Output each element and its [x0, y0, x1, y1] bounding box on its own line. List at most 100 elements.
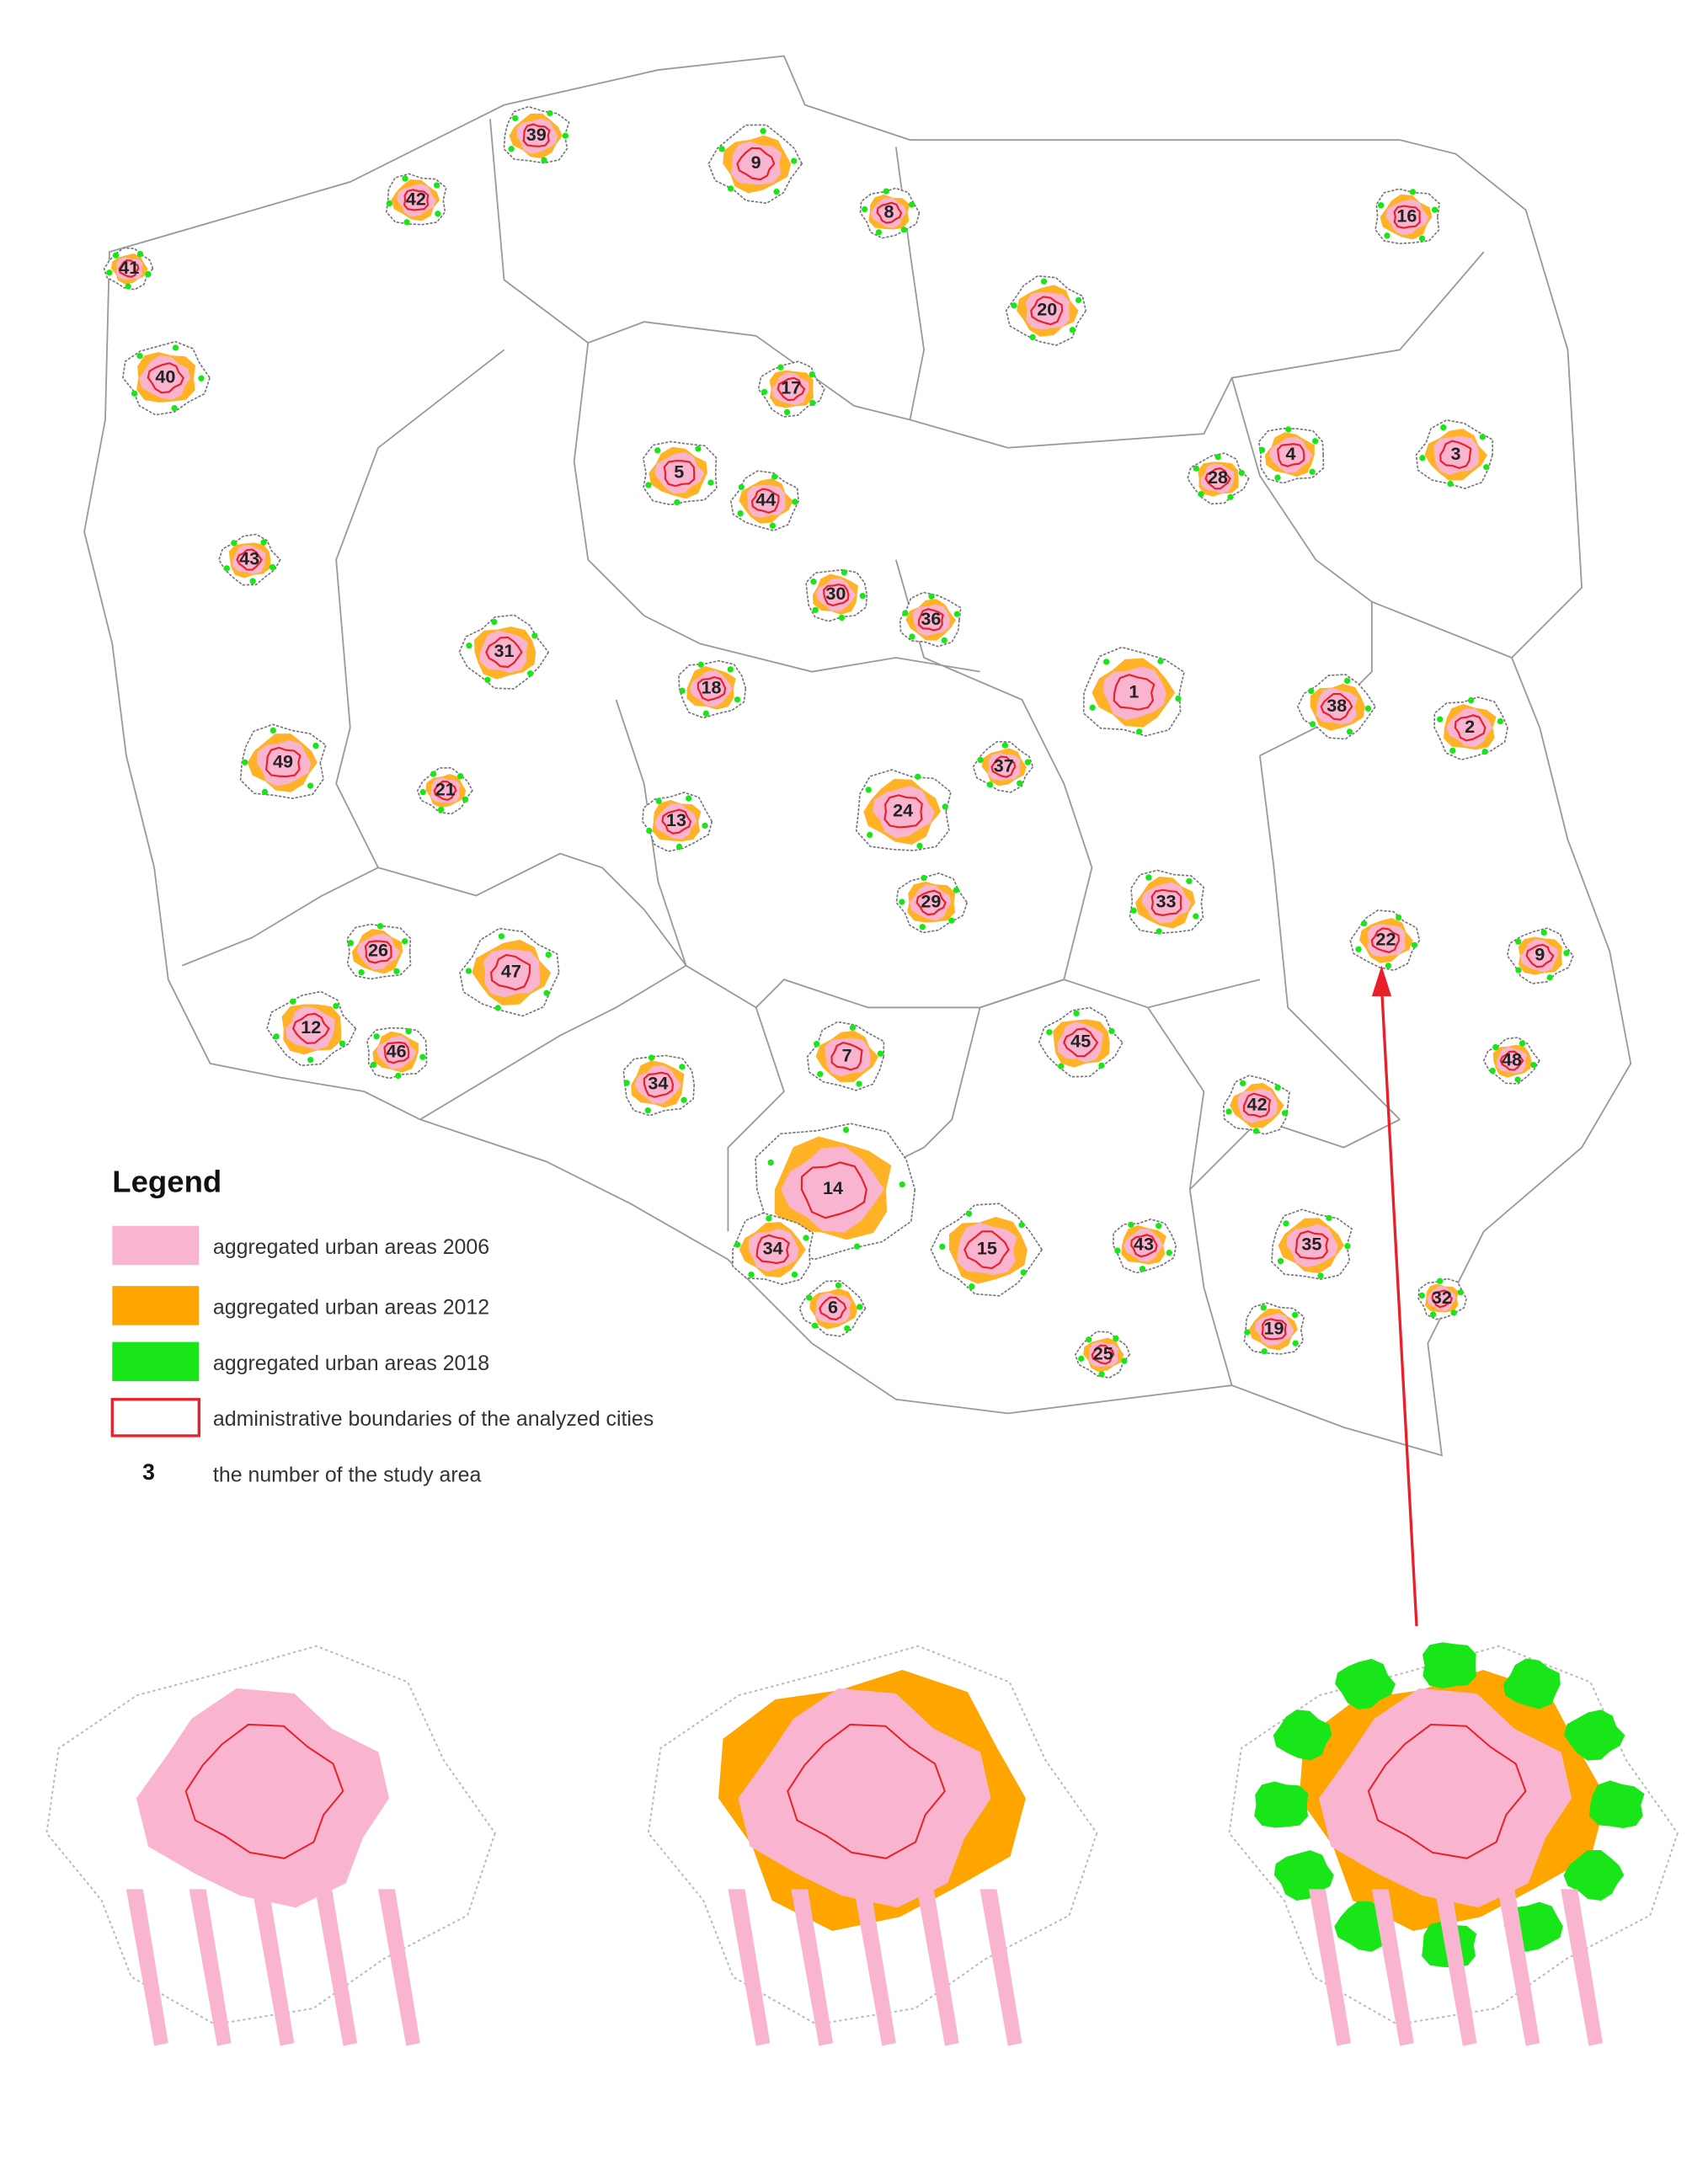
area-2018: [531, 632, 538, 639]
area-2018: [1157, 658, 1164, 664]
area-label: 1: [1129, 680, 1139, 701]
area-2018: [1277, 1257, 1284, 1265]
region-border: [1189, 1118, 1401, 1191]
area-2018: [1429, 1311, 1437, 1318]
study-area: 24: [855, 769, 952, 851]
study-area: 12: [266, 990, 357, 1067]
legend-label: aggregated urban areas 2018: [213, 1352, 489, 1375]
city-boundary: [1243, 1092, 1272, 1118]
legend: Legend 3 the number of the study area ag…: [110, 1164, 654, 1487]
area-2006: [479, 630, 529, 673]
area-2018: [1483, 464, 1490, 471]
area-2018: [1479, 434, 1486, 440]
city-boundary: [1370, 927, 1401, 953]
area-2018: [737, 509, 744, 517]
city-boundary: [876, 201, 903, 224]
area-2018: [1447, 480, 1454, 488]
study-area: 36: [899, 591, 962, 648]
city-boundary: [1294, 1230, 1329, 1260]
study-area: 39: [503, 105, 570, 164]
area-2018: [679, 1064, 686, 1070]
area-2006: [957, 1222, 1017, 1276]
area-2018: [494, 1005, 501, 1011]
inset-2006-strip: [125, 1889, 168, 2046]
area-2018: [1156, 1223, 1162, 1229]
study-area: 18: [678, 659, 747, 719]
inset-city-boundary: [787, 1723, 946, 1859]
city-boundary: [755, 1234, 790, 1265]
area-2006: [1057, 1021, 1103, 1063]
area-2018: [112, 252, 120, 259]
area-2018: [841, 569, 848, 576]
study-area: 35: [1271, 1208, 1353, 1280]
study-area: 9: [1506, 927, 1574, 984]
area-2018: [1075, 296, 1082, 304]
area-2018: [512, 115, 519, 122]
study-area: 49: [239, 723, 327, 800]
inset-2006-strip: [1561, 1889, 1604, 2046]
city-boundary: [364, 940, 392, 964]
inset-2006-strip: [728, 1889, 771, 2046]
area-2018: [1360, 920, 1368, 927]
country-outline: [83, 55, 1632, 1457]
inset-2018: [1254, 1781, 1309, 1828]
area-2018: [1274, 474, 1281, 481]
inset-city-boundary: [184, 1723, 344, 1859]
study-area: 2: [1433, 696, 1508, 761]
inset-2018: [1273, 1709, 1332, 1761]
area-2006: [139, 355, 191, 400]
area-2018: [986, 781, 994, 788]
area-2018: [402, 175, 408, 182]
study-area: 43: [1113, 1219, 1177, 1274]
area-2018: [702, 822, 708, 829]
area-2018: [697, 661, 704, 668]
area-2018: [1073, 1010, 1080, 1017]
area-2006: [376, 1035, 417, 1069]
area-2018: [1098, 1062, 1105, 1069]
area-2018: [681, 1096, 687, 1103]
city-boundary: [1277, 443, 1305, 467]
area-2018: [965, 1210, 973, 1217]
city-boundary: [1525, 943, 1555, 968]
area-label: 30: [825, 583, 846, 604]
area-2018: [1344, 1242, 1351, 1250]
inset-2006: [136, 1688, 389, 1908]
area-label: 36: [921, 608, 941, 629]
area-2018: [648, 1054, 655, 1061]
legend-swatch: [112, 1286, 200, 1325]
area-2018: [1377, 202, 1385, 209]
area-2006: [1268, 436, 1313, 473]
legend-label: the number of the study area: [213, 1464, 482, 1487]
inset-2006-strip: [916, 1889, 959, 2046]
area-2018: [125, 283, 131, 290]
area-2018: [1001, 742, 1009, 749]
study-area: 21: [416, 766, 473, 815]
area-2018: [942, 803, 948, 810]
area-2018: [1139, 1266, 1146, 1272]
study-area: 32: [1417, 1277, 1468, 1320]
area-label: 22: [1375, 928, 1396, 949]
city-boundary: [1130, 1234, 1158, 1258]
city-boundary: [1393, 205, 1421, 229]
area-label: 15: [977, 1238, 997, 1259]
area-2018: [1355, 946, 1362, 952]
city-boundary: [1091, 1344, 1115, 1365]
city-boundary: [661, 808, 692, 835]
area-2018: [419, 788, 426, 796]
area-2018: [1309, 721, 1316, 728]
area-2018: [783, 408, 791, 416]
city-boundary: [1320, 692, 1353, 721]
area-2018: [900, 227, 907, 233]
study-area: 46: [366, 1027, 428, 1080]
area-label: 13: [666, 809, 686, 830]
legend-swatch: [112, 1341, 200, 1382]
area-2018: [223, 565, 230, 572]
area-2018: [376, 923, 384, 930]
area-2018: [767, 1159, 774, 1166]
inset: [647, 1645, 1098, 2046]
area-label: 43: [239, 547, 259, 568]
area-2018: [1343, 677, 1351, 685]
city-boundary: [800, 1161, 867, 1219]
city-boundary: [1261, 1318, 1287, 1341]
